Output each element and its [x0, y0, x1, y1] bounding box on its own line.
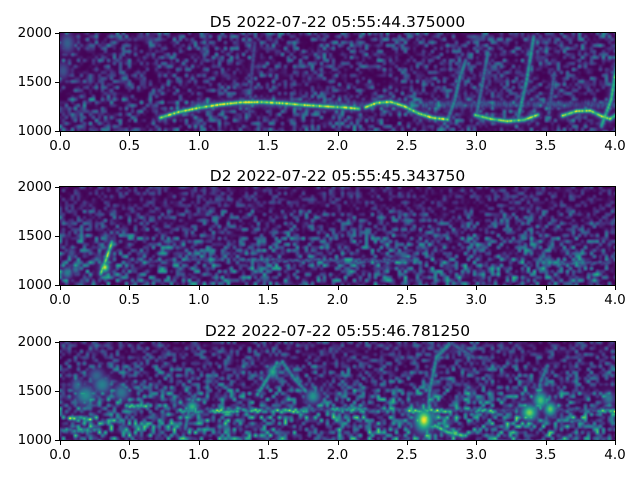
x-tick-label: 3.5 — [534, 138, 557, 154]
x-tick-mark — [476, 441, 478, 445]
x-tick-mark — [337, 286, 339, 290]
y-tick-label: 1500 — [17, 228, 52, 244]
y-tick-mark — [55, 131, 59, 132]
x-tick-label: 0.0 — [49, 138, 71, 154]
x-tick-label: 0.5 — [118, 138, 141, 154]
x-tick-label: 1.5 — [257, 447, 279, 463]
y-tick-label: 1500 — [17, 383, 52, 399]
y-tick-mark — [55, 285, 59, 286]
x-tick-mark — [545, 132, 547, 136]
y-tick-mark — [55, 391, 59, 392]
subplot-3-spectrogram-image — [60, 342, 615, 440]
x-tick-mark — [129, 286, 131, 290]
x-tick-label: 3.0 — [465, 138, 487, 154]
x-tick-mark — [545, 441, 547, 445]
x-tick-mark — [545, 286, 547, 290]
x-tick-label: 4.0 — [604, 138, 626, 154]
subplot-2-title: D2 2022-07-22 05:55:45.343750 — [209, 167, 466, 185]
x-tick-label: 2.0 — [326, 138, 349, 154]
x-tick-mark — [198, 132, 200, 136]
x-tick-mark — [615, 132, 616, 136]
x-tick-mark — [406, 132, 408, 136]
subplot-1-title: D5 2022-07-22 05:55:44.375000 — [209, 13, 466, 31]
y-tick-label: 2000 — [17, 334, 52, 350]
x-tick-label: 0.5 — [118, 292, 141, 308]
x-tick-mark — [337, 441, 339, 445]
subplot-2-spectrogram-image — [60, 187, 615, 285]
x-tick-label: 3.5 — [534, 292, 557, 308]
y-tick-label: 2000 — [17, 25, 52, 41]
y-tick-mark — [55, 440, 59, 441]
x-tick-mark — [268, 441, 270, 445]
x-tick-label: 0.5 — [118, 447, 141, 463]
y-tick-label: 1000 — [17, 432, 52, 448]
subplot-2-axes — [59, 186, 616, 286]
x-tick-mark — [406, 286, 408, 290]
subplot-1-axes — [59, 32, 616, 132]
x-tick-label: 3.5 — [534, 447, 557, 463]
y-tick-label: 1000 — [17, 277, 52, 293]
x-tick-label: 1.0 — [188, 292, 210, 308]
y-tick-label: 1000 — [17, 123, 52, 139]
x-tick-label: 1.5 — [257, 138, 279, 154]
x-tick-mark — [268, 132, 270, 136]
x-tick-mark — [406, 441, 408, 445]
y-tick-mark — [55, 82, 59, 83]
x-tick-mark — [268, 286, 270, 290]
x-tick-label: 2.0 — [326, 292, 349, 308]
x-tick-label: 3.0 — [465, 447, 487, 463]
x-tick-mark — [129, 132, 131, 136]
x-tick-mark — [60, 441, 61, 445]
x-tick-label: 4.0 — [604, 292, 626, 308]
y-tick-mark — [55, 187, 59, 188]
x-tick-label: 4.0 — [604, 447, 626, 463]
y-tick-label: 1500 — [17, 74, 52, 90]
x-tick-mark — [129, 441, 131, 445]
x-tick-mark — [198, 441, 200, 445]
x-tick-label: 3.0 — [465, 292, 487, 308]
subplot-1-spectrogram-image — [60, 33, 615, 131]
x-tick-label: 0.0 — [49, 292, 71, 308]
y-tick-mark — [55, 236, 59, 237]
x-tick-mark — [615, 286, 616, 290]
x-tick-label: 2.5 — [396, 292, 418, 308]
x-tick-mark — [60, 286, 61, 290]
x-tick-label: 2.5 — [396, 138, 418, 154]
x-tick-mark — [337, 132, 339, 136]
x-tick-label: 0.0 — [49, 447, 71, 463]
x-tick-label: 2.0 — [326, 447, 349, 463]
y-tick-mark — [55, 342, 59, 343]
x-tick-mark — [476, 286, 478, 290]
x-tick-label: 1.0 — [188, 138, 210, 154]
subplot-3-axes — [59, 341, 616, 441]
x-tick-mark — [615, 441, 616, 445]
x-tick-label: 2.5 — [396, 447, 418, 463]
x-tick-mark — [198, 286, 200, 290]
x-tick-mark — [476, 132, 478, 136]
y-tick-mark — [55, 33, 59, 34]
y-tick-label: 2000 — [17, 179, 52, 195]
x-tick-mark — [60, 132, 61, 136]
x-tick-label: 1.5 — [257, 292, 279, 308]
x-tick-label: 1.0 — [188, 447, 210, 463]
subplot-3-title: D22 2022-07-22 05:55:46.781250 — [204, 322, 471, 340]
